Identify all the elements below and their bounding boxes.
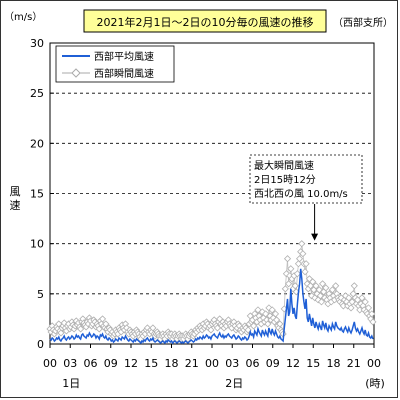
series-line-avg [49,268,374,345]
gust-point-258 [328,286,336,294]
x-tick-label-4: 12 [124,357,138,370]
gust-point-217 [283,255,292,263]
title-box [83,9,327,33]
y-tick-label-5: 5 [37,288,44,301]
gust-point-273 [345,294,353,302]
gust-point-291 [364,304,373,312]
x-tick-label-6: 18 [165,357,179,370]
gust-point-295 [369,318,377,326]
legend-label-avg: 西部平均風速 [94,50,154,63]
y-axis-label-char-2: 速 [10,199,21,212]
y-tick-label-0: 0 [37,338,44,351]
gust-point-248 [317,298,326,306]
x-tick-label-3: 09 [104,357,118,370]
gust-point-10 [57,329,65,337]
gust-point-243 [312,282,320,290]
annotation-line-1: 最大瞬間風速 [254,159,314,172]
x-tick-label-15: 21 [347,357,361,370]
x-tick-label-13: 15 [306,357,320,370]
gust-point-207 [273,316,281,324]
gust-point-186 [250,322,258,330]
gust-point-261 [332,282,340,290]
x-tick-label-8: 00 [205,357,219,370]
gust-point-294 [368,310,376,318]
gust-point-231 [299,250,307,258]
chart-title: 2021年2月1日～2日の10分毎の風速の推移 [97,15,314,29]
y-tick-label-10: 10 [30,238,44,251]
gust-point-94 [149,324,157,332]
x-tick-label-11: 09 [266,357,280,370]
day-label-2: 2日 [225,377,243,390]
annotation-box [249,154,363,204]
x-tick-label-1: 03 [63,357,77,370]
x-tick-label-0: 00 [43,357,57,370]
y-axis-label-char-1: 風 [10,185,21,198]
annotation-arrow-head [311,233,319,241]
gust-point-48 [98,315,107,323]
y-tick-label-15: 15 [30,188,44,201]
gust-point-203 [268,306,276,314]
gust-point-275 [347,304,355,312]
x-axis-unit: (時) [365,377,385,390]
y-tick-label-20: 20 [30,137,44,150]
legend-marker-gust [71,68,81,78]
gust-point-210 [276,320,284,328]
gust-point-215 [281,285,289,293]
day-label-1: 1日 [62,377,80,390]
x-tick-label-5: 15 [144,357,158,370]
gust-point-230 [298,240,306,248]
gust-point-199 [264,320,272,328]
gust-point-249 [318,280,327,288]
gust-point-226 [293,270,301,278]
gust-point-220 [287,265,295,273]
gust-point-285 [358,294,366,302]
x-tick-label-14: 18 [327,357,341,370]
annotation-line-2: 2日15時12分 [254,174,316,186]
gust-point-233 [301,268,309,276]
x-tick-label-9: 03 [225,357,239,370]
station-label: （西部支所） [333,16,393,29]
y-tick-label-25: 25 [30,87,44,100]
gust-point-181 [244,326,252,334]
y-axis-unit: （m/s） [4,11,42,23]
gust-point-288 [361,298,369,306]
gust-point-252 [322,284,330,292]
x-tick-label-10: 06 [246,357,260,370]
gust-point-28 [77,325,85,333]
annotation-line-3: 西北西の風 10.0m/s [254,188,348,200]
gust-point-234 [302,260,310,268]
x-tick-label-7: 21 [185,357,199,370]
y-tick-label-30: 30 [30,37,44,50]
gust-point-278 [350,282,358,290]
gust-point-228 [296,255,304,263]
gust-point-227 [294,260,303,268]
legend-label-gust: 西部瞬間風速 [94,67,154,80]
gust-point-224 [291,282,299,290]
gust-point-218 [285,280,293,288]
x-tick-label-2: 06 [84,357,98,370]
gust-point-147 [207,326,215,334]
x-tick-label-16: 00 [367,357,381,370]
gust-point-240 [309,278,317,286]
gust-point-206 [271,310,280,318]
x-tick-label-12: 12 [286,357,300,370]
